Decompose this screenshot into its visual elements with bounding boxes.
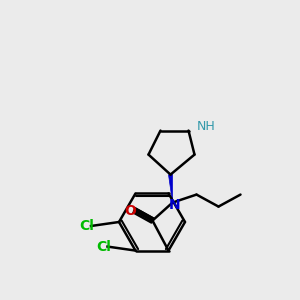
Text: Cl: Cl — [80, 219, 94, 233]
Text: NH: NH — [196, 120, 215, 133]
Text: N: N — [169, 198, 180, 212]
Text: O: O — [124, 204, 136, 218]
Polygon shape — [169, 174, 172, 202]
Text: Cl: Cl — [96, 240, 111, 254]
